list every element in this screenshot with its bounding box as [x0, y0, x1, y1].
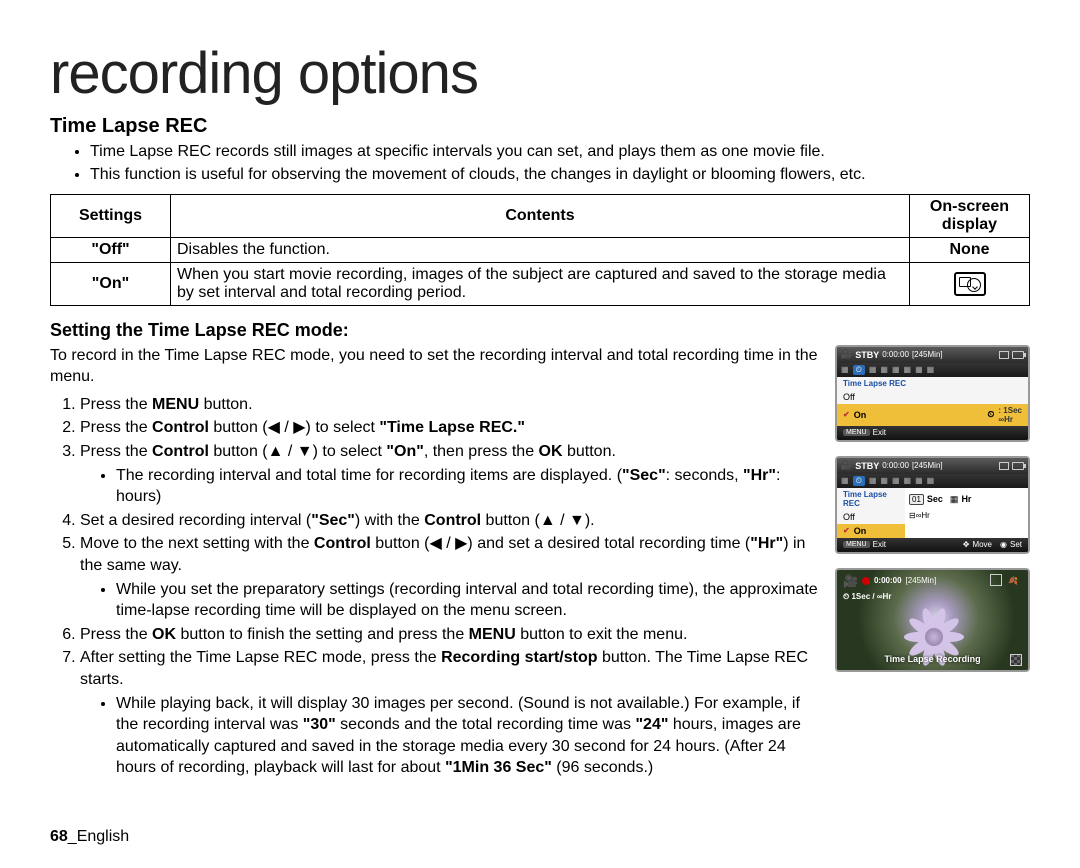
menu-row-on: ✔On — [837, 524, 905, 538]
table-row: "Off" Disables the function. None — [51, 237, 1030, 262]
step-item: Press the Control button (▲ / ▼) to sele… — [80, 441, 821, 508]
remain-label: [245Min] — [912, 350, 943, 359]
cell-content: Disables the function. — [171, 237, 910, 262]
time-label: 0:00:00 — [874, 576, 902, 585]
camera-screen-2: 🎥 STBY 0:00:00 [245Min] ▦⏲▦▦▦▦▦▦ Time La… — [835, 456, 1030, 554]
step-item: Press the Control button (◀ / ▶) to sele… — [80, 417, 821, 439]
settings-table: Settings Contents On-screen display "Off… — [50, 194, 1030, 306]
table-row: "On" When you start movie recording, ima… — [51, 262, 1030, 305]
card-icon — [990, 574, 1002, 586]
set-label: Set — [1010, 540, 1022, 549]
camcorder-icon: 🎥 — [841, 460, 852, 471]
set-icon: ◉ — [1000, 540, 1007, 549]
interval-label: 1Sec / ∞Hr — [851, 592, 891, 601]
cell-display-icon — [910, 262, 1030, 305]
menu-title: Time Lapse REC — [837, 377, 1028, 390]
th-contents: Contents — [171, 194, 910, 237]
menu-row-off: Off — [837, 390, 1028, 404]
camera-screen-1: 🎥 STBY 0:00:00 [245Min] ▦⏲▦▦▦▦▦▦ Time La… — [835, 345, 1030, 442]
check-icon: ✔ — [843, 526, 850, 535]
cell-content: When you start movie recording, images o… — [171, 262, 910, 305]
remain-label: [245Min] — [912, 461, 943, 470]
camcorder-icon: 🎥 — [843, 574, 858, 588]
time-label: 0:00:00 — [882, 350, 909, 359]
move-icon: ✥ — [963, 540, 970, 549]
battery-icon — [1012, 351, 1024, 359]
page-title: recording options — [50, 40, 1030, 107]
sub-title: Setting the Time Lapse REC mode: — [50, 320, 1030, 341]
timelapse-small-icon: ⏲ — [987, 409, 994, 420]
cell-setting: "On" — [51, 262, 171, 305]
menu-btn-label: MENU — [843, 541, 870, 548]
checker-icon — [1010, 654, 1022, 666]
time-label: 0:00:00 — [882, 461, 909, 470]
card-icon — [999, 462, 1009, 470]
step-item: Move to the next setting with the Contro… — [80, 533, 821, 621]
menu-title: Time Lapse REC — [837, 488, 905, 510]
intro-bullet: Time Lapse REC records still images at s… — [90, 142, 1030, 163]
check-icon: ✔ — [843, 410, 850, 419]
step-item: After setting the Time Lapse REC mode, p… — [80, 647, 821, 779]
steps-list: Press the MENU button.Press the Control … — [80, 394, 821, 779]
body-text: To record in the Time Lapse REC mode, yo… — [50, 345, 821, 781]
cell-setting: "Off" — [51, 237, 171, 262]
intro-bullets: Time Lapse REC records still images at s… — [90, 142, 1030, 186]
intro-text: To record in the Time Lapse REC mode, yo… — [50, 345, 821, 388]
menu-row-off: Off — [837, 510, 905, 524]
timelapse-tab-icon: ⏲ — [853, 476, 865, 486]
menu-row-on: ✔ On ⏲ : 1Sec ∞Hr — [837, 404, 1028, 426]
stby-label: STBY — [855, 461, 879, 471]
recording-label: Time Lapse Recording — [837, 654, 1028, 664]
cell-display: None — [910, 237, 1030, 262]
step-item: Set a desired recording interval ("Sec")… — [80, 510, 821, 532]
menu-btn-label: MENU — [843, 429, 870, 436]
timelapse-icon — [954, 272, 986, 296]
summary-label: ⊟∞Hr — [909, 511, 1024, 520]
timelapse-tab-icon: ⏲ — [853, 365, 865, 375]
intro-bullet: This function is useful for observing th… — [90, 165, 1030, 186]
exit-label: Exit — [873, 428, 886, 437]
exit-label: Exit — [873, 540, 886, 549]
camera-screens: 🎥 STBY 0:00:00 [245Min] ▦⏲▦▦▦▦▦▦ Time La… — [835, 345, 1030, 781]
leaf-icon: 🍂 — [1008, 576, 1018, 585]
hr-label: Hr — [961, 494, 971, 504]
section-title: Time Lapse REC — [50, 115, 1030, 138]
sec-label: Sec — [927, 494, 943, 504]
battery-icon — [1012, 462, 1024, 470]
rec-dot-icon — [862, 577, 870, 585]
th-display: On-screen display — [910, 194, 1030, 237]
th-settings: Settings — [51, 194, 171, 237]
page-footer: 68_English — [50, 828, 129, 846]
card-icon — [999, 351, 1009, 359]
page-lang: English — [77, 828, 129, 845]
step-item: Press the MENU button. — [80, 394, 821, 416]
page-number: 68 — [50, 828, 68, 845]
camera-screen-3: 🎥 0:00:00 [245Min] 🍂 ⏲ 1Sec / ∞Hr Time L… — [835, 568, 1030, 672]
camcorder-icon: 🎥 — [841, 349, 852, 360]
remain-label: [245Min] — [906, 576, 937, 585]
timelapse-small-icon: ⏲ — [843, 592, 849, 601]
stby-label: STBY — [855, 350, 879, 360]
sec-icon: 01 — [909, 494, 924, 505]
step-item: Press the OK button to finish the settin… — [80, 624, 821, 646]
move-label: Move — [972, 540, 992, 549]
